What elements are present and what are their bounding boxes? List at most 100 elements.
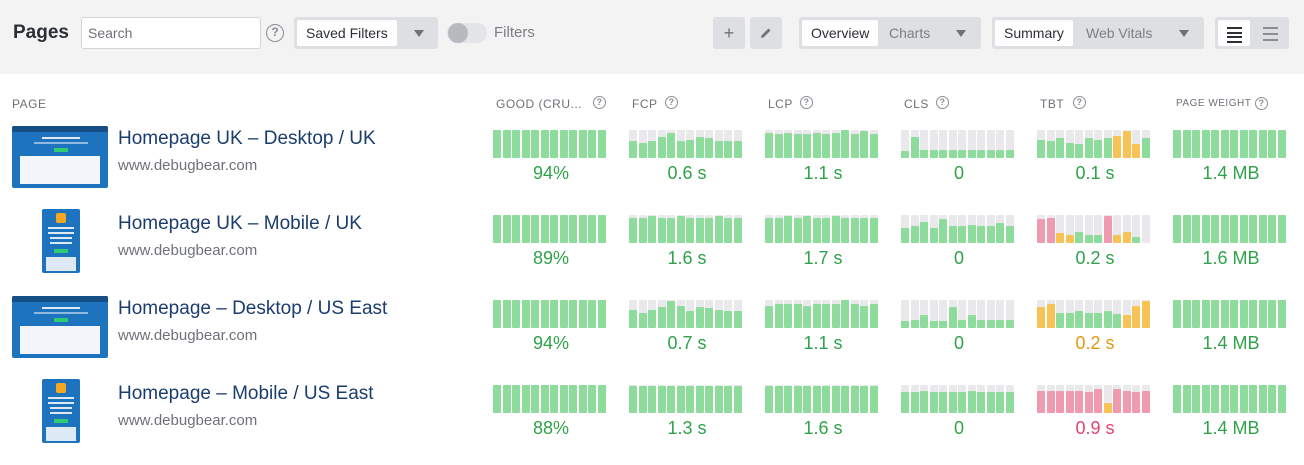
metric-sparkline[interactable] bbox=[629, 130, 745, 158]
page-name-link[interactable]: Homepage UK – Mobile / UK bbox=[118, 213, 362, 234]
list-view-button[interactable] bbox=[1218, 20, 1250, 46]
page-name-link[interactable]: Homepage UK – Desktop / UK bbox=[118, 128, 376, 149]
column-header-page-weight[interactable]: PAGE WEIGHT? bbox=[1176, 97, 1268, 110]
sparkline-bar bbox=[841, 300, 849, 328]
sparkline-bar bbox=[686, 140, 694, 158]
page-name-link[interactable]: Homepage – Mobile / US East bbox=[118, 383, 374, 404]
metric-sparkline[interactable] bbox=[1173, 130, 1289, 158]
sparkline-bar-track bbox=[1075, 215, 1083, 243]
metric-sparkline[interactable] bbox=[765, 130, 881, 158]
add-button[interactable]: + bbox=[713, 17, 745, 49]
help-icon[interactable]: ? bbox=[593, 96, 606, 109]
sparkline-bar bbox=[1239, 215, 1248, 243]
metric-sparkline[interactable] bbox=[1037, 215, 1153, 243]
table-row[interactable]: Homepage – Desktop / US East www.debugbea… bbox=[0, 295, 1304, 380]
metric-sparkline[interactable] bbox=[1173, 300, 1289, 328]
sparkline-bar bbox=[1005, 392, 1014, 413]
page-name-link[interactable]: Homepage – Desktop / US East bbox=[118, 298, 388, 319]
column-header-lcp[interactable]: LCP? bbox=[768, 96, 813, 111]
search-input[interactable] bbox=[81, 17, 261, 49]
sparkline-bar bbox=[1122, 131, 1131, 158]
metric-value: 89% bbox=[532, 248, 570, 268]
metric-sparkline[interactable] bbox=[1037, 385, 1153, 413]
sparkline-bar bbox=[967, 150, 976, 158]
chevron-down-icon[interactable] bbox=[1179, 30, 1189, 37]
metric-sparkline[interactable] bbox=[901, 385, 1017, 413]
column-header-cls[interactable]: CLS? bbox=[904, 96, 949, 111]
table-row[interactable]: Homepage UK – Mobile / UK www.debugbear.c… bbox=[0, 209, 1304, 295]
sparkline-bar bbox=[540, 300, 549, 328]
metric-sparkline[interactable] bbox=[901, 215, 1017, 243]
metric-sparkline[interactable] bbox=[493, 385, 609, 413]
metric-sparkline[interactable] bbox=[493, 130, 609, 158]
help-icon[interactable]: ? bbox=[800, 96, 813, 109]
metric-sparkline[interactable] bbox=[901, 300, 1017, 328]
sparkline-bar bbox=[569, 385, 577, 413]
saved-filters-dropdown[interactable]: Saved Filters bbox=[294, 17, 438, 49]
help-icon[interactable]: ? bbox=[1073, 96, 1086, 109]
sparkline-bar bbox=[1046, 304, 1055, 328]
chevron-down-icon[interactable] bbox=[956, 30, 966, 37]
help-icon[interactable]: ? bbox=[1255, 97, 1268, 110]
tab-web-vitals[interactable]: Web Vitals bbox=[1086, 25, 1153, 41]
column-header-fcp[interactable]: FCP? bbox=[632, 96, 678, 111]
sparkline-bar bbox=[1141, 138, 1150, 158]
sparkline-bar bbox=[695, 307, 704, 328]
metric-sparkline[interactable] bbox=[1037, 300, 1153, 328]
metric-value: 88% bbox=[532, 418, 570, 438]
metric-sparkline[interactable] bbox=[629, 215, 745, 243]
sparkline-bar-track bbox=[967, 300, 976, 328]
metric-sparkline[interactable] bbox=[629, 385, 745, 413]
metric-sparkline[interactable] bbox=[1037, 130, 1153, 158]
tab-summary[interactable]: Summary bbox=[995, 20, 1073, 46]
metric-sparkline[interactable] bbox=[765, 300, 881, 328]
metric-sparkline[interactable] bbox=[1173, 215, 1289, 243]
toggle-knob bbox=[448, 23, 468, 43]
tab-overview[interactable]: Overview bbox=[802, 20, 879, 46]
metric-sparkline[interactable] bbox=[493, 215, 609, 243]
tab-charts[interactable]: Charts bbox=[889, 25, 931, 41]
sparkline-bar bbox=[676, 216, 685, 243]
sparkline-bar bbox=[1249, 130, 1257, 158]
sparkline-bar bbox=[1211, 300, 1219, 328]
column-header-tbt[interactable]: TBT? bbox=[1040, 96, 1086, 111]
sparkline-bar bbox=[784, 304, 792, 328]
page-url: www.debugbear.com bbox=[118, 242, 258, 259]
sparkline-bar bbox=[996, 150, 1004, 158]
sparkline-bar-track bbox=[1005, 300, 1014, 328]
page-url: www.debugbear.com bbox=[118, 412, 258, 429]
sparkline-bar bbox=[1268, 385, 1276, 413]
help-icon[interactable]: ? bbox=[936, 96, 949, 109]
filters-toggle[interactable] bbox=[447, 23, 487, 43]
metric-value: 1.7 s bbox=[803, 248, 843, 268]
metric-sparkline[interactable] bbox=[493, 300, 609, 328]
metric-sparkline[interactable] bbox=[629, 300, 745, 328]
sparkline-bar bbox=[695, 137, 704, 158]
page-thumbnail[interactable] bbox=[12, 126, 108, 188]
table-row[interactable]: Homepage – Mobile / US East www.debugbear… bbox=[0, 379, 1304, 465]
edit-button[interactable] bbox=[750, 17, 782, 49]
metric-sparkline[interactable] bbox=[901, 130, 1017, 158]
table-row[interactable]: Homepage UK – Desktop / UK www.debugbear.… bbox=[0, 125, 1304, 210]
page-thumbnail[interactable] bbox=[12, 296, 108, 358]
sparkline-bar bbox=[920, 315, 928, 328]
help-icon[interactable]: ? bbox=[665, 96, 678, 109]
page-thumbnail[interactable] bbox=[42, 379, 80, 443]
sparkline-bar bbox=[803, 306, 811, 328]
help-icon[interactable]: ? bbox=[266, 24, 284, 42]
sparkline-bar bbox=[986, 150, 995, 158]
sparkline-bar bbox=[948, 307, 957, 328]
sparkline-bar bbox=[822, 218, 830, 243]
compact-list-icon[interactable] bbox=[1263, 27, 1278, 45]
metric-value: 1.4 MB bbox=[1202, 333, 1260, 353]
column-header-good-crux[interactable]: GOOD (CRU...? bbox=[496, 96, 606, 111]
metric-sparkline[interactable] bbox=[765, 385, 881, 413]
metric-sparkline[interactable] bbox=[765, 215, 881, 243]
sparkline-bar bbox=[1075, 391, 1083, 413]
metric-sparkline[interactable] bbox=[1173, 385, 1289, 413]
sparkline-bar bbox=[1005, 226, 1014, 243]
page-thumbnail[interactable] bbox=[42, 209, 80, 273]
sparkline-bar-track bbox=[977, 300, 985, 328]
sparkline-bar bbox=[803, 386, 811, 413]
sparkline-bar-track bbox=[948, 130, 957, 158]
